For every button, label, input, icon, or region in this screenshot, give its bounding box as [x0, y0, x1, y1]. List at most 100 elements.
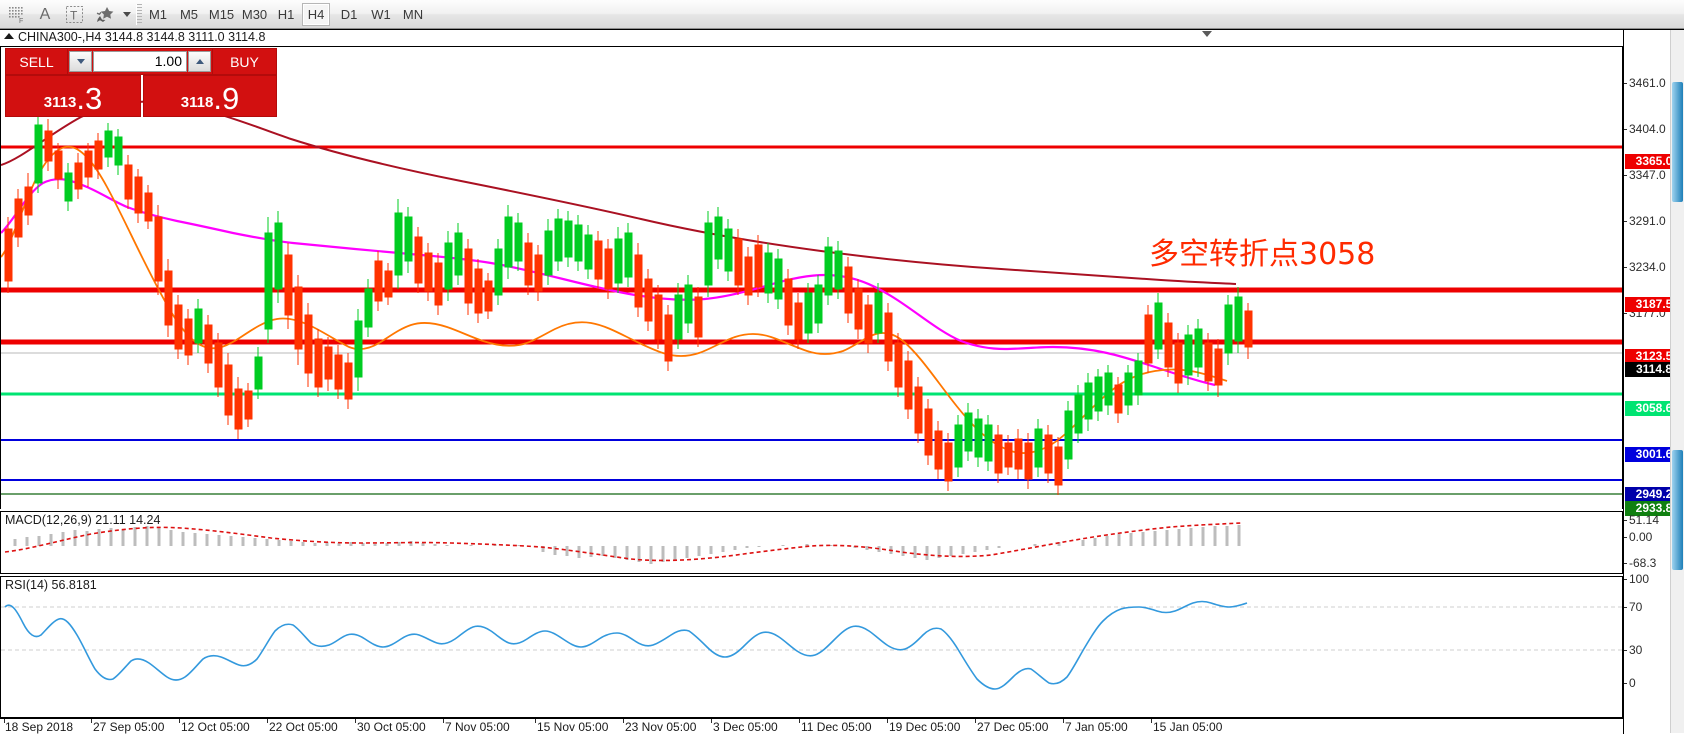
time-label: 23 Nov 05:00 — [625, 720, 697, 734]
sell-price-display[interactable]: 3113 .3 — [5, 75, 141, 117]
time-label: 12 Oct 05:00 — [181, 720, 250, 734]
timeframe-m1[interactable]: M1 — [144, 3, 172, 26]
price-tick: 3291.0 — [1624, 215, 1684, 228]
rsi-scale-tick: 100 — [1624, 573, 1684, 586]
ma-short-line — [1, 146, 1228, 454]
sell-price-integer: 3113 — [43, 94, 77, 111]
timeframe-m1-label: M1 — [148, 7, 168, 22]
objects-dropdown-icon[interactable] — [120, 3, 134, 26]
macd-pane[interactable]: MACD(12,26,9) 21.11 14.24 — [0, 511, 1623, 574]
timeframe-h1[interactable]: H1 — [273, 3, 299, 26]
timeframe-w1[interactable]: W1 — [368, 3, 394, 26]
one-click-trading-panel[interactable]: SELL 1.00 BUY 3113 .3 3118 .9 — [5, 48, 277, 117]
timeframe-mn-label: MN — [402, 7, 424, 22]
buy-button-label: BUY — [230, 53, 259, 70]
level-label-3123: 3123.5 — [1625, 349, 1683, 364]
text-label-glyph: A — [39, 5, 51, 23]
scrollbar-thumb-lower[interactable] — [1672, 450, 1683, 570]
buy-price-display[interactable]: 3118 .9 — [143, 75, 277, 117]
timeframe-m15-label: M15 — [208, 7, 235, 22]
level-label-3365: 3365.0 — [1625, 154, 1683, 169]
time-label: 15 Nov 05:00 — [537, 720, 609, 734]
collapse-triangle-icon[interactable] — [4, 33, 14, 39]
timeframe-d1[interactable]: D1 — [336, 3, 362, 26]
time-scale[interactable]: 18 Sep 2018 27 Sep 05:00 12 Oct 05:00 22… — [0, 718, 1623, 734]
chart-annotation-text: 多空转折点3058 — [1149, 237, 1376, 272]
objects-icon[interactable] — [94, 3, 118, 26]
rsi-pane[interactable]: RSI(14) 56.8181 — [0, 576, 1623, 718]
rsi-scale-tick: 30 — [1624, 644, 1684, 657]
rsi-scale-tick: 0 — [1624, 677, 1684, 690]
timeframe-mn[interactable]: MN — [398, 3, 428, 26]
timeframe-h4-label: H4 — [307, 7, 325, 22]
sell-button[interactable]: SELL — [5, 48, 68, 75]
price-tick: 3347.0 — [1624, 169, 1684, 182]
volume-decrement-button[interactable] — [69, 51, 92, 72]
rsi-line — [4, 600, 1248, 690]
candlestick-series — [4, 109, 1253, 495]
level-label-2949: 2949.2 — [1625, 487, 1683, 502]
vertical-scrollbar[interactable] — [1670, 30, 1684, 733]
current-price-label: 3114.8 — [1625, 362, 1683, 377]
volume-stepper[interactable]: 1.00 — [68, 48, 212, 75]
level-label-2933: 2933.8 — [1625, 501, 1683, 516]
timeframe-h1-label: H1 — [277, 7, 295, 22]
ma-mid-line — [1, 178, 1216, 387]
macd-scale-tick: -68.3 — [1624, 557, 1684, 570]
time-label: 18 Sep 2018 — [5, 720, 74, 734]
text-label-icon[interactable]: A — [34, 3, 56, 26]
scrollbar-thumb-upper[interactable] — [1672, 82, 1683, 202]
crosshair-grid-icon[interactable]: F — [4, 3, 30, 26]
sell-price-decimal: .3 — [76, 81, 103, 116]
price-tick: 3461.0 — [1624, 77, 1684, 90]
trade-panel-top-row: SELL 1.00 BUY — [5, 48, 277, 75]
text-box-icon[interactable]: T — [62, 3, 86, 26]
macd-signal-line — [4, 522, 1242, 562]
rsi-chart-svg — [1, 600, 1622, 690]
rsi-title: RSI(14) 56.8181 — [5, 578, 97, 592]
volume-increment-button[interactable] — [188, 51, 211, 72]
svg-text:F: F — [19, 18, 23, 23]
rsi-scale-tick: 70 — [1624, 601, 1684, 614]
toolbar-grip[interactable] — [136, 4, 142, 25]
time-label: 7 Jan 05:00 — [1065, 720, 1128, 734]
price-tick: 3404.0 — [1624, 123, 1684, 136]
macd-title: MACD(12,26,9) 21.11 14.24 — [5, 513, 161, 527]
buy-price-integer: 3118 — [180, 94, 214, 111]
svg-text:T: T — [70, 9, 78, 23]
timeframe-m5[interactable]: M5 — [175, 3, 203, 26]
time-label: 7 Nov 05:00 — [445, 720, 510, 734]
time-label: 19 Dec 05:00 — [889, 720, 961, 734]
buy-button[interactable]: BUY — [212, 48, 277, 75]
timeframe-m5-label: M5 — [179, 7, 199, 22]
pane-splitter-handle[interactable] — [1200, 30, 1214, 38]
time-label: 11 Dec 05:00 — [801, 720, 872, 734]
macd-chart-svg — [4, 522, 1242, 564]
timeframe-m15[interactable]: M15 — [205, 3, 238, 26]
time-label: 27 Sep 05:00 — [93, 720, 165, 734]
chart-window: CHINA300-,H4 3144.8 3144.8 3111.0 3114.8 — [0, 29, 1684, 734]
time-label: 27 Dec 05:00 — [977, 720, 1049, 734]
level-label-3187: 3187.5 — [1625, 297, 1683, 312]
level-label-3058: 3058.6 — [1625, 401, 1683, 416]
time-label: 3 Dec 05:00 — [713, 720, 778, 734]
main-toolbar: F A T M1 M5 M15 M30 H1 H4 D1 W1 M — [0, 0, 1684, 29]
price-tick: 3234.0 — [1624, 261, 1684, 274]
timeframe-w1-label: W1 — [371, 7, 391, 22]
time-label: 15 Jan 05:00 — [1153, 720, 1223, 734]
time-label: 30 Oct 05:00 — [357, 720, 426, 734]
buy-price-decimal: .9 — [213, 81, 240, 116]
price-chart-svg — [1, 100, 1622, 495]
timeframe-h4[interactable]: H4 — [302, 3, 330, 26]
timeframe-m30[interactable]: M30 — [238, 3, 271, 26]
level-label-3001: 3001.6 — [1625, 447, 1683, 462]
macd-scale-tick: 0.00 — [1624, 531, 1684, 544]
symbol-ohlc-text: CHINA300-,H4 3144.8 3144.8 3111.0 3114.8 — [18, 30, 266, 44]
macd-scale-tick: 51.14 — [1624, 514, 1684, 527]
volume-input[interactable]: 1.00 — [93, 51, 187, 72]
time-label: 22 Oct 05:00 — [269, 720, 338, 734]
price-pane[interactable]: 多空转折点3058 — [0, 46, 1623, 509]
symbol-ohlc-bar[interactable]: CHINA300-,H4 3144.8 3144.8 3111.0 3114.8 — [0, 30, 1623, 46]
timeframe-m30-label: M30 — [241, 7, 268, 22]
sell-button-label: SELL — [19, 53, 54, 70]
